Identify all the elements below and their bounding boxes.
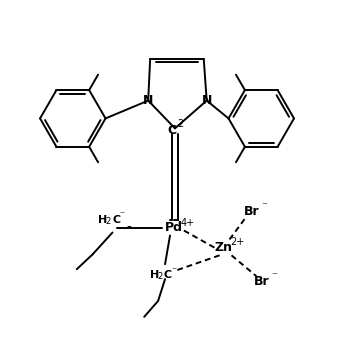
Text: C: C	[113, 215, 120, 225]
Text: 4+: 4+	[181, 217, 195, 228]
Text: H: H	[98, 215, 107, 225]
Text: Pd: Pd	[165, 221, 183, 234]
Text: ⁻: ⁻	[171, 266, 176, 276]
Text: Zn: Zn	[214, 241, 233, 254]
Text: 2+: 2+	[230, 237, 245, 247]
Text: C: C	[168, 124, 176, 137]
Text: C: C	[164, 270, 172, 280]
Text: ⁻: ⁻	[120, 211, 125, 221]
Text: N: N	[143, 94, 153, 107]
Text: ⁻: ⁻	[261, 202, 267, 212]
Text: Br: Br	[253, 275, 269, 287]
Text: H: H	[149, 270, 159, 280]
Text: -: -	[126, 221, 131, 235]
Text: 2: 2	[106, 216, 111, 226]
Text: ⁻: ⁻	[271, 271, 277, 281]
Text: N: N	[201, 94, 212, 107]
Text: 2: 2	[157, 272, 163, 281]
Text: 2: 2	[177, 119, 183, 129]
Text: Br: Br	[244, 205, 259, 218]
